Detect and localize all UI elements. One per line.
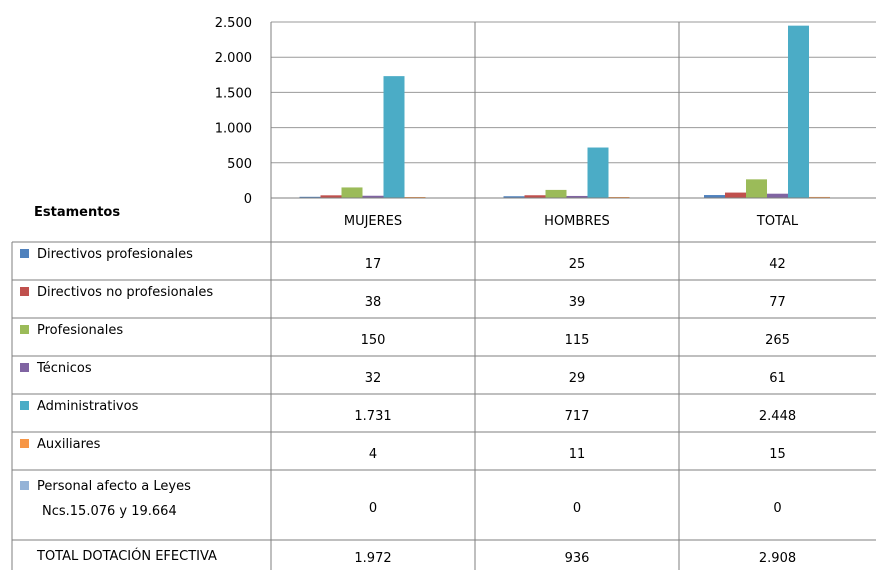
legend-swatch	[20, 363, 29, 372]
cell-value: 11	[569, 447, 586, 462]
y-tick-label: 1.500	[215, 86, 252, 101]
bar-hombres-1	[524, 195, 546, 198]
chart-bars	[299, 25, 830, 199]
cell-value: 77	[769, 295, 786, 310]
row-label: Ncs.15.076 y 19.664	[42, 504, 177, 519]
legend-swatch	[20, 401, 29, 410]
bar-total-0	[704, 195, 725, 198]
bar-hombres-4	[587, 147, 609, 198]
cell-value: 15	[769, 447, 786, 462]
total-cell-value: 2.908	[759, 551, 796, 566]
cell-value: 32	[365, 371, 382, 386]
column-header-mujeres: MUJERES	[344, 214, 402, 229]
bar-total-1	[725, 192, 746, 198]
cell-value: 39	[569, 295, 586, 310]
y-tick-label: 0	[244, 192, 252, 207]
y-axis-ticks: 0 500 1.000 1.500 2.000 2.500	[215, 16, 252, 207]
bar-total-5	[809, 196, 830, 198]
cell-value: 0	[773, 501, 781, 516]
cell-value: 1.731	[354, 409, 391, 424]
column-header-total: TOTAL	[756, 214, 799, 229]
legend-swatch	[20, 439, 29, 448]
total-row-label: TOTAL DOTACIÓN EFECTIVA	[36, 548, 217, 564]
row-label: Directivos no profesionales	[37, 285, 213, 300]
cell-value: 0	[369, 501, 377, 516]
row-label: Administrativos	[37, 399, 139, 414]
cell-value: 38	[365, 295, 382, 310]
cell-value: 2.448	[759, 409, 796, 424]
row-label: Directivos profesionales	[37, 247, 193, 262]
cell-value: 61	[769, 371, 786, 386]
total-cell-value: 1.972	[354, 551, 391, 566]
cell-value: 265	[765, 333, 790, 348]
bar-mujeres-3	[362, 195, 384, 198]
y-tick-label: 500	[227, 157, 252, 172]
bar-total-3	[767, 193, 788, 198]
legend-swatch	[20, 287, 29, 296]
legend-swatch	[20, 481, 29, 490]
row-label: Profesionales	[37, 323, 123, 338]
cell-value: 4	[369, 447, 377, 462]
cell-value: 29	[569, 371, 586, 386]
cell-value: 0	[573, 501, 581, 516]
row-label: Técnicos	[36, 361, 92, 376]
bar-total-4	[788, 25, 809, 199]
legend-swatch	[20, 249, 29, 258]
column-header-hombres: HOMBRES	[544, 214, 610, 229]
bar-hombres-2	[545, 189, 567, 198]
bar-hombres-0	[503, 196, 525, 198]
bar-mujeres-2	[341, 187, 363, 198]
bar-hombres-3	[566, 195, 588, 198]
total-cell-value: 936	[565, 551, 590, 566]
cell-value: 17	[365, 257, 382, 272]
cell-value: 42	[769, 257, 786, 272]
legend-swatch	[20, 325, 29, 334]
table-header-estamentos: Estamentos	[34, 205, 120, 220]
cell-value: 717	[565, 409, 590, 424]
row-label: Personal afecto a Leyes	[37, 479, 191, 494]
cell-value: 115	[565, 333, 590, 348]
cell-value: 150	[361, 333, 386, 348]
bar-mujeres-1	[320, 195, 342, 198]
y-tick-label: 2.000	[215, 51, 252, 66]
bar-mujeres-0	[299, 196, 321, 198]
bar-total-2	[746, 179, 767, 198]
y-tick-label: 1.000	[215, 122, 252, 137]
data-table: MUJERES HOMBRES TOTAL Directivos profesiona…	[11, 22, 876, 570]
row-label: Auxiliares	[37, 437, 101, 452]
cell-value: 25	[569, 257, 586, 272]
chart-gridlines	[271, 21, 876, 199]
y-tick-label: 2.500	[215, 16, 252, 31]
bar-mujeres-4	[383, 76, 405, 198]
